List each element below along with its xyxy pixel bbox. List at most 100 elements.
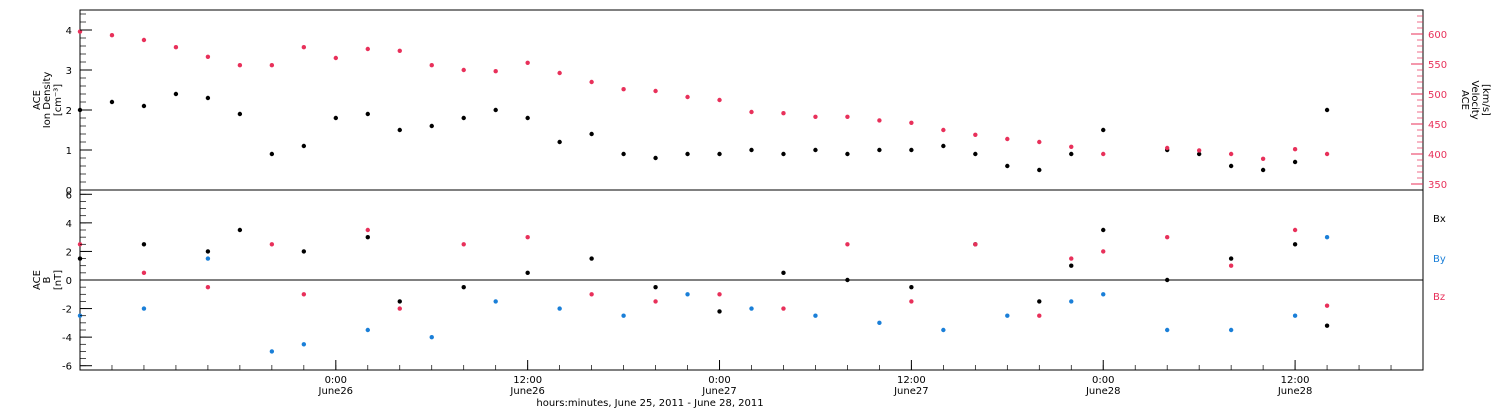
bz-point bbox=[1069, 256, 1074, 261]
bx-point bbox=[1037, 299, 1042, 304]
velocity-point bbox=[621, 87, 626, 92]
density-point bbox=[909, 147, 914, 153]
velocity-point bbox=[109, 33, 115, 38]
velocity-point bbox=[205, 54, 211, 59]
density-point bbox=[397, 127, 402, 133]
bottom-ytick-label: -6 bbox=[62, 362, 72, 373]
density-point bbox=[973, 151, 978, 157]
top-right-ytick-label: 350 bbox=[1428, 180, 1447, 191]
bz-point bbox=[973, 242, 978, 247]
by-point bbox=[1164, 327, 1170, 333]
bx-point bbox=[1101, 227, 1106, 233]
bottom-ylabel-line2: B bbox=[42, 276, 53, 283]
density-point bbox=[1196, 151, 1202, 157]
velocity-point bbox=[749, 109, 754, 115]
bottom-ytick-label: -4 bbox=[62, 333, 72, 344]
bx-point bbox=[205, 249, 211, 254]
by-point bbox=[1292, 313, 1298, 318]
velocity-point bbox=[877, 118, 882, 123]
bz-point bbox=[1101, 249, 1106, 254]
top-right-ylabel: ACE Velocity [km/s] bbox=[1459, 80, 1491, 119]
by-point bbox=[941, 327, 946, 333]
bx-point bbox=[589, 256, 594, 261]
density-point bbox=[525, 115, 530, 121]
density-point bbox=[1260, 167, 1266, 173]
velocity-point bbox=[1101, 151, 1106, 157]
density-point bbox=[1101, 127, 1106, 133]
bx-point bbox=[301, 249, 307, 254]
density-point bbox=[653, 155, 658, 161]
density-point bbox=[301, 143, 307, 149]
by-point bbox=[813, 313, 818, 318]
by-point bbox=[621, 313, 626, 318]
top-right-ytick-label: 400 bbox=[1428, 150, 1447, 161]
density-point bbox=[205, 95, 211, 101]
density-point bbox=[781, 151, 786, 157]
bx-point bbox=[1324, 323, 1330, 328]
x-tick-date-label: June26 bbox=[318, 386, 354, 397]
bz-point bbox=[461, 242, 466, 247]
legend-bz: Bz bbox=[1433, 292, 1445, 303]
velocity-point bbox=[1196, 148, 1202, 153]
bx-point bbox=[909, 284, 914, 290]
density-point bbox=[589, 131, 594, 137]
bz-point bbox=[269, 242, 275, 247]
bottom-ytick-label: -2 bbox=[62, 305, 72, 316]
velocity-point bbox=[365, 46, 370, 52]
bx-point bbox=[781, 270, 786, 276]
by-point bbox=[205, 256, 211, 261]
bz-point bbox=[301, 292, 307, 297]
top-left-ytick-label: 2 bbox=[66, 106, 72, 117]
velocity-point bbox=[909, 120, 914, 126]
by-point bbox=[1228, 327, 1234, 333]
density-point bbox=[173, 91, 179, 97]
bz-point bbox=[205, 284, 211, 290]
velocity-point bbox=[1164, 145, 1170, 151]
bz-point bbox=[1292, 227, 1298, 233]
density-point bbox=[237, 111, 243, 117]
bottom-ylabel-line3: [nT] bbox=[53, 270, 64, 290]
bottom-ytick-label: 6 bbox=[66, 190, 72, 201]
velocity-point bbox=[1069, 144, 1074, 149]
by-point bbox=[877, 320, 882, 326]
by-point bbox=[1101, 292, 1106, 297]
density-point bbox=[557, 139, 562, 145]
velocity-point bbox=[333, 55, 339, 61]
velocity-point bbox=[397, 48, 402, 53]
velocity-point bbox=[1292, 147, 1298, 152]
density-point bbox=[461, 115, 466, 121]
bz-point bbox=[781, 306, 786, 311]
density-point bbox=[1324, 107, 1330, 113]
velocity-point bbox=[589, 79, 594, 85]
velocity-point bbox=[717, 97, 722, 103]
top-right-ytick-label: 550 bbox=[1428, 60, 1447, 71]
top-left-ylabel-line3: [cm⁻³] bbox=[53, 84, 64, 116]
by-point bbox=[1324, 234, 1330, 240]
velocity-point bbox=[653, 88, 658, 94]
bottom-ylabel-line1: ACE bbox=[32, 270, 43, 290]
bz-point bbox=[1228, 263, 1234, 268]
bz-point bbox=[1164, 234, 1170, 240]
bz-point bbox=[909, 299, 914, 304]
legend-bx: Bx bbox=[1433, 214, 1446, 225]
top-left-ylabel-line1: ACE bbox=[32, 90, 43, 110]
top-left-ytick-label: 3 bbox=[66, 66, 72, 77]
top-right-ytick-label: 450 bbox=[1428, 120, 1447, 131]
velocity-point bbox=[941, 127, 946, 133]
velocity-point bbox=[429, 62, 434, 68]
x-tick-time-label: 0:00 bbox=[708, 375, 730, 386]
bx-point bbox=[365, 234, 370, 240]
x-tick-time-label: 12:00 bbox=[1281, 375, 1310, 386]
density-point bbox=[1005, 163, 1010, 169]
velocity-point bbox=[461, 67, 466, 73]
x-tick-date-label: June27 bbox=[701, 386, 737, 397]
top-right-ylabel-line2: Velocity bbox=[1469, 80, 1480, 119]
by-point bbox=[365, 327, 370, 333]
density-point bbox=[621, 151, 626, 157]
density-point bbox=[685, 151, 690, 157]
density-point bbox=[941, 143, 946, 149]
by-point bbox=[301, 342, 307, 347]
density-point bbox=[717, 151, 722, 157]
x-axis-title: hours:minutes, June 25, 2011 - June 28, … bbox=[536, 398, 763, 409]
